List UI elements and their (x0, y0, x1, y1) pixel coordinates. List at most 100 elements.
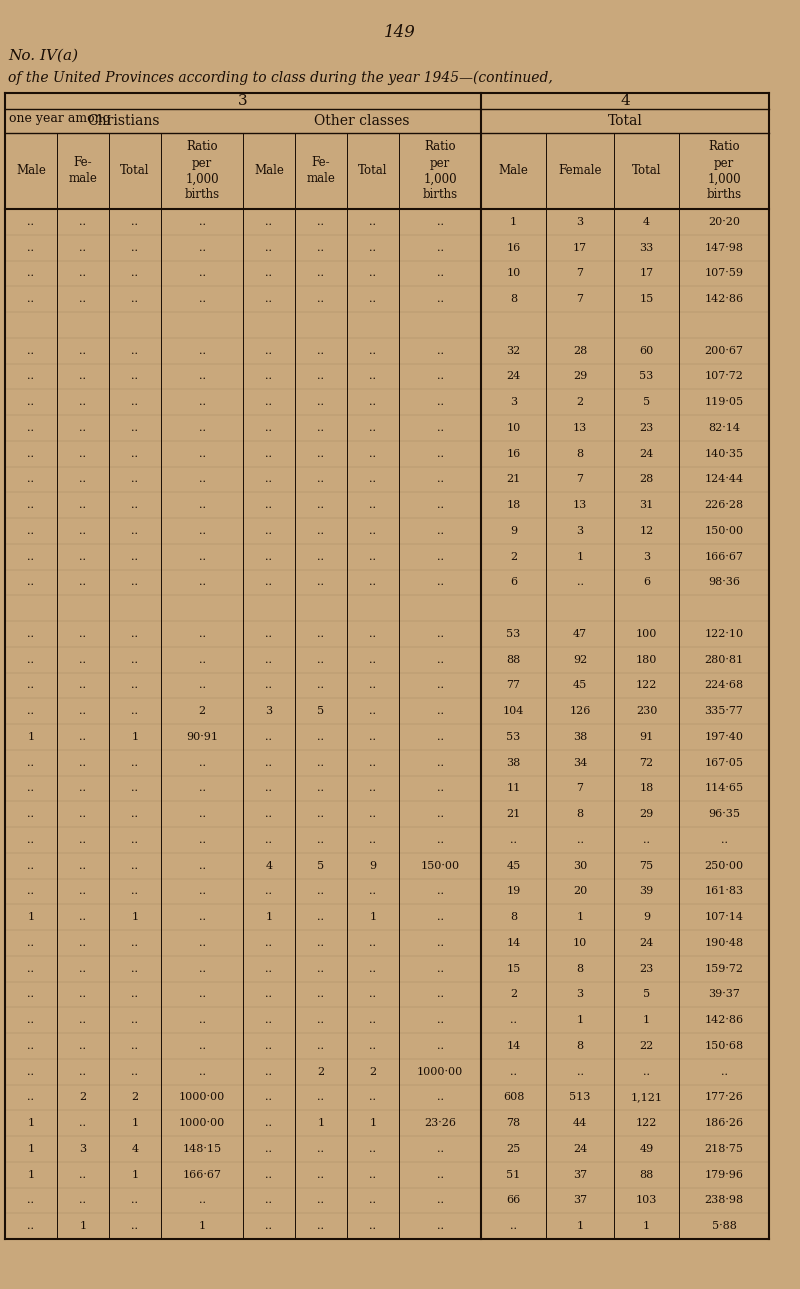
Text: ..: .. (370, 758, 377, 768)
Text: ..: .. (79, 552, 86, 562)
Text: ..: .. (437, 784, 443, 793)
Text: ..: .. (266, 423, 273, 433)
Text: 1: 1 (577, 552, 583, 562)
Text: ..: .. (437, 706, 443, 717)
Text: 150·00: 150·00 (421, 861, 459, 870)
Text: ..: .. (370, 397, 377, 407)
Text: ..: .. (318, 809, 325, 819)
Text: ..: .. (27, 1042, 34, 1051)
Text: ..: .. (79, 938, 86, 947)
Text: ..: .. (437, 294, 443, 304)
Text: ..: .. (510, 1066, 517, 1076)
Text: ..: .. (437, 552, 443, 562)
Text: 60: 60 (639, 345, 654, 356)
Text: 8: 8 (510, 913, 517, 922)
Text: ..: .. (266, 371, 273, 382)
Text: ..: .. (318, 990, 325, 999)
Text: ..: .. (79, 732, 86, 742)
Text: ..: .. (437, 681, 443, 691)
Text: 5: 5 (643, 990, 650, 999)
Text: ..: .. (437, 990, 443, 999)
Text: 3: 3 (238, 94, 248, 108)
Text: ..: .. (79, 1169, 86, 1179)
Text: 1: 1 (27, 1118, 34, 1128)
Text: 2: 2 (79, 1092, 86, 1102)
Text: 10: 10 (506, 268, 521, 278)
Text: ..: .. (510, 835, 517, 844)
Text: 34: 34 (573, 758, 587, 768)
Text: ..: .. (79, 835, 86, 844)
Text: ..: .. (266, 1016, 273, 1025)
Text: 28: 28 (639, 474, 654, 485)
Text: ..: .. (266, 294, 273, 304)
Text: ..: .. (370, 268, 377, 278)
Text: 14: 14 (506, 938, 521, 947)
Text: ..: .. (370, 887, 377, 896)
Text: ..: .. (437, 345, 443, 356)
Text: 78: 78 (506, 1118, 521, 1128)
Text: 1: 1 (643, 1221, 650, 1231)
Text: 82·14: 82·14 (708, 423, 740, 433)
Text: 1: 1 (577, 1221, 583, 1231)
Text: ..: .. (318, 268, 325, 278)
Text: 24: 24 (573, 1143, 587, 1154)
Text: ..: .. (27, 784, 34, 793)
Text: ..: .. (266, 1042, 273, 1051)
Text: ..: .. (131, 552, 138, 562)
Text: 180: 180 (636, 655, 657, 665)
Text: ..: .. (318, 423, 325, 433)
Text: ..: .. (27, 655, 34, 665)
Text: 1: 1 (577, 913, 583, 922)
Text: 1: 1 (27, 732, 34, 742)
Text: 16: 16 (506, 242, 521, 253)
Text: 1000·00: 1000·00 (179, 1092, 225, 1102)
Text: ..: .. (27, 1195, 34, 1205)
Text: 3: 3 (510, 397, 517, 407)
Text: ..: .. (318, 1042, 325, 1051)
Text: 88: 88 (639, 1169, 654, 1179)
Text: ..: .. (198, 268, 206, 278)
Text: 140·35: 140·35 (705, 449, 743, 459)
Text: ..: .. (266, 217, 273, 227)
Text: ..: .. (370, 423, 377, 433)
Text: ..: .. (131, 526, 138, 536)
Text: ..: .. (79, 268, 86, 278)
Text: ..: .. (131, 268, 138, 278)
Text: 22: 22 (639, 1042, 654, 1051)
Text: 5: 5 (643, 397, 650, 407)
Text: one year among: one year among (9, 112, 110, 125)
Text: 7: 7 (577, 474, 583, 485)
Text: ..: .. (131, 681, 138, 691)
Text: 142·86: 142·86 (705, 294, 743, 304)
Text: 9: 9 (370, 861, 377, 870)
Text: ..: .. (318, 758, 325, 768)
Text: ..: .. (266, 938, 273, 947)
Text: 1: 1 (370, 913, 377, 922)
Text: ..: .. (318, 1092, 325, 1102)
Text: 4: 4 (266, 861, 273, 870)
Text: 1: 1 (577, 1016, 583, 1025)
Text: 1: 1 (643, 1016, 650, 1025)
Text: ..: .. (370, 371, 377, 382)
Text: 72: 72 (639, 758, 654, 768)
Text: 23: 23 (639, 423, 654, 433)
Text: ..: .. (79, 861, 86, 870)
Text: ..: .. (437, 655, 443, 665)
Text: ..: .. (27, 758, 34, 768)
Text: Other classes: Other classes (314, 113, 410, 128)
Text: ..: .. (79, 345, 86, 356)
Text: 8: 8 (510, 294, 517, 304)
Text: ..: .. (437, 1143, 443, 1154)
Text: ..: .. (510, 1016, 517, 1025)
Text: ..: .. (266, 397, 273, 407)
Text: ..: .. (131, 1042, 138, 1051)
Text: 280·81: 280·81 (705, 655, 743, 665)
Text: 104: 104 (503, 706, 524, 717)
Text: 1: 1 (131, 1169, 138, 1179)
Text: ..: .. (198, 835, 206, 844)
Text: ..: .. (370, 1092, 377, 1102)
Text: ..: .. (266, 629, 273, 639)
Text: 6: 6 (510, 577, 517, 588)
Text: ..: .. (27, 1092, 34, 1102)
Text: ..: .. (79, 706, 86, 717)
